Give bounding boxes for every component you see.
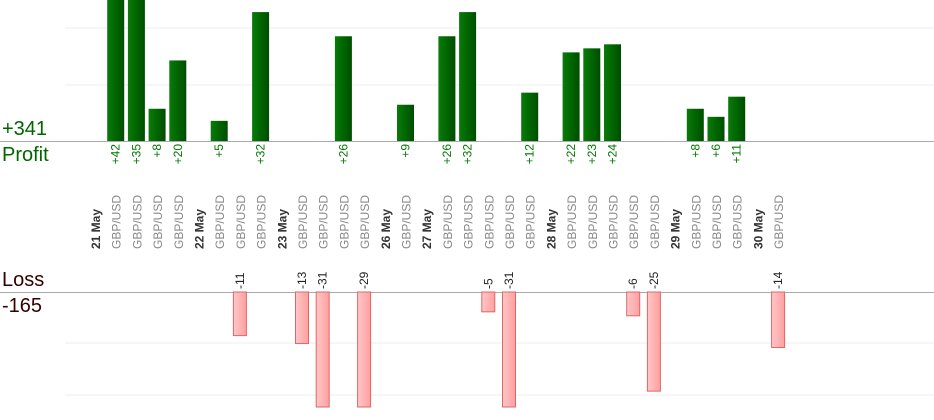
pair-label: GBP/USD [151, 195, 165, 249]
profit-value-label: +9 [399, 144, 413, 158]
loss-label: Loss [2, 269, 45, 291]
profit-value-label: +26 [440, 144, 454, 165]
profit-bar [686, 108, 704, 141]
profit-bar [438, 36, 456, 141]
loss-bar [481, 291, 496, 313]
date-label: 26 May [379, 209, 393, 249]
pair-label: GBP/USD [731, 195, 745, 249]
profit-bar [707, 116, 725, 141]
profit-value-label: +26 [336, 144, 350, 165]
profit-total: +341 [2, 118, 48, 140]
loss-bar [626, 291, 641, 317]
pair-label: GBP/USD [337, 195, 351, 249]
profit-bar [252, 12, 270, 142]
profit-bar [210, 120, 228, 141]
profit-bar [334, 36, 352, 141]
profit-value-label: +42 [109, 144, 123, 165]
pair-label: GBP/USD [213, 195, 227, 249]
loss-bar [502, 291, 516, 408]
profit-bar [169, 60, 187, 141]
profit-value-label: +5 [212, 144, 226, 158]
loss-value-label: -6 [626, 278, 640, 289]
profit-value-label: +20 [171, 144, 185, 165]
profit-value-label: +12 [523, 144, 537, 165]
profit-bar [604, 44, 621, 141]
profit-bar [583, 48, 601, 141]
loss-value-label: -25 [647, 271, 661, 289]
date-label: 27 May [420, 209, 434, 249]
pair-label: GBP/USD [172, 195, 186, 249]
pair-label: GBP/USD [400, 195, 414, 249]
loss-value-label: -14 [771, 271, 785, 289]
loss-bar [771, 291, 786, 349]
profit-value-label: +11 [730, 144, 744, 164]
pair-label: GBP/USD [482, 195, 496, 249]
profit-value-label: +35 [129, 144, 143, 165]
pair-label: GBP/USD [503, 195, 517, 249]
date-label: 22 May [193, 209, 207, 249]
date-label: 23 May [275, 209, 289, 249]
profit-bar [127, 0, 145, 141]
pair-label: GBP/USD [586, 195, 600, 249]
pair-label: GBP/USD [772, 195, 786, 249]
date-label: 28 May [544, 209, 558, 249]
profit-value-label: +23 [585, 144, 599, 165]
profit-bar [728, 96, 746, 141]
profit-bar [562, 52, 580, 141]
date-label: 21 May [89, 209, 103, 249]
date-label: 29 May [669, 209, 683, 249]
loss-value-label: -29 [357, 271, 371, 289]
loss-value-label: -5 [481, 278, 495, 289]
pair-label: GBP/USD [130, 195, 144, 249]
profit-value-label: +24 [606, 144, 620, 165]
loss-total: -165 [2, 295, 43, 317]
loss-value-label: -13 [295, 271, 309, 289]
loss-value-label: -11 [233, 272, 247, 289]
profit-value-label: +8 [150, 144, 164, 158]
pair-label: GBP/USD [462, 195, 476, 249]
profit-value-label: +22 [564, 144, 578, 165]
pair-label: GBP/USD [110, 195, 124, 249]
pair-label: GBP/USD [710, 195, 724, 249]
profit-value-label: +6 [709, 144, 723, 158]
pair-label: GBP/USD [648, 195, 662, 249]
loss-value-label: -31 [316, 271, 330, 289]
profit-bar [521, 92, 539, 141]
profit-value-label: +32 [461, 144, 475, 165]
profit-value-label: +8 [688, 144, 702, 158]
pair-label: GBP/USD [296, 195, 310, 249]
pair-label: GBP/USD [317, 195, 331, 249]
loss-bar [232, 291, 247, 337]
loss-bar [295, 291, 309, 345]
pair-label: GBP/USD [524, 195, 538, 249]
pair-label: GBP/USD [255, 195, 269, 249]
pair-label: GBP/USD [607, 195, 621, 249]
pair-label: GBP/USD [358, 195, 372, 249]
loss-bar [646, 291, 661, 392]
loss-value-label: -31 [502, 271, 516, 289]
date-label: 30 May [751, 209, 765, 249]
loss-bar [315, 291, 330, 408]
pair-label: GBP/USD [627, 195, 641, 249]
pair-label: GBP/USD [689, 195, 703, 249]
pair-label: GBP/USD [441, 195, 455, 249]
pair-label: GBP/USD [565, 195, 579, 249]
profit-bar [107, 0, 125, 141]
profit-bar [459, 12, 477, 142]
profit-bar [148, 108, 166, 141]
pair-label: GBP/USD [234, 195, 248, 249]
profit-bar [397, 104, 414, 141]
profit-label: Profit [2, 144, 49, 166]
profit-value-label: +32 [254, 144, 268, 165]
loss-bar [357, 291, 372, 408]
